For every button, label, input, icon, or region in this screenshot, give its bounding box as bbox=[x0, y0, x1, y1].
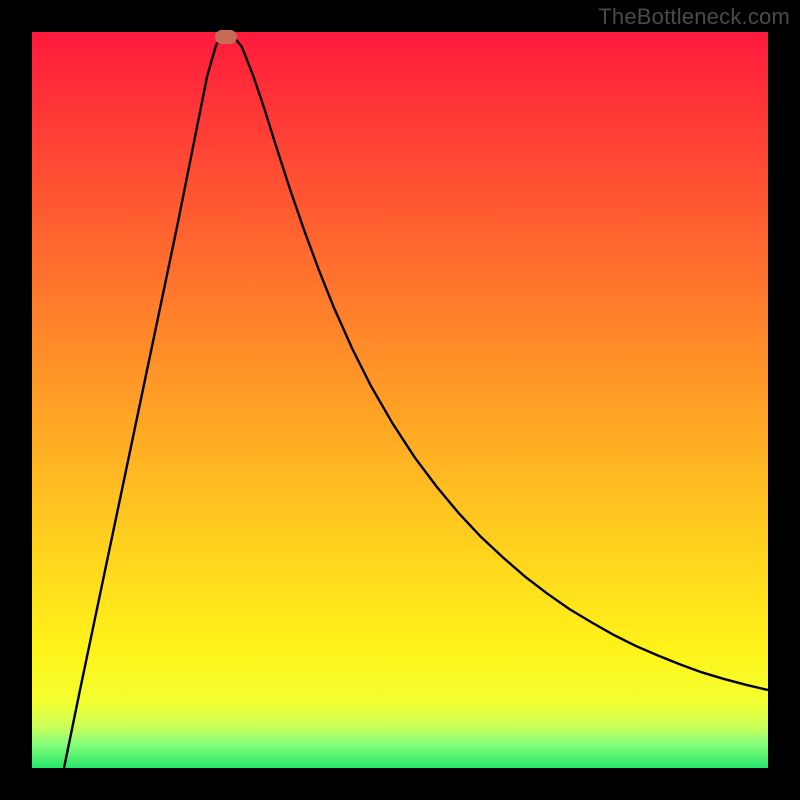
chart-plot-area bbox=[32, 32, 768, 768]
bottleneck-curve bbox=[32, 32, 768, 768]
curve-path bbox=[64, 35, 768, 768]
watermark-text: TheBottleneck.com bbox=[598, 4, 790, 30]
optimal-point-marker bbox=[215, 30, 237, 44]
